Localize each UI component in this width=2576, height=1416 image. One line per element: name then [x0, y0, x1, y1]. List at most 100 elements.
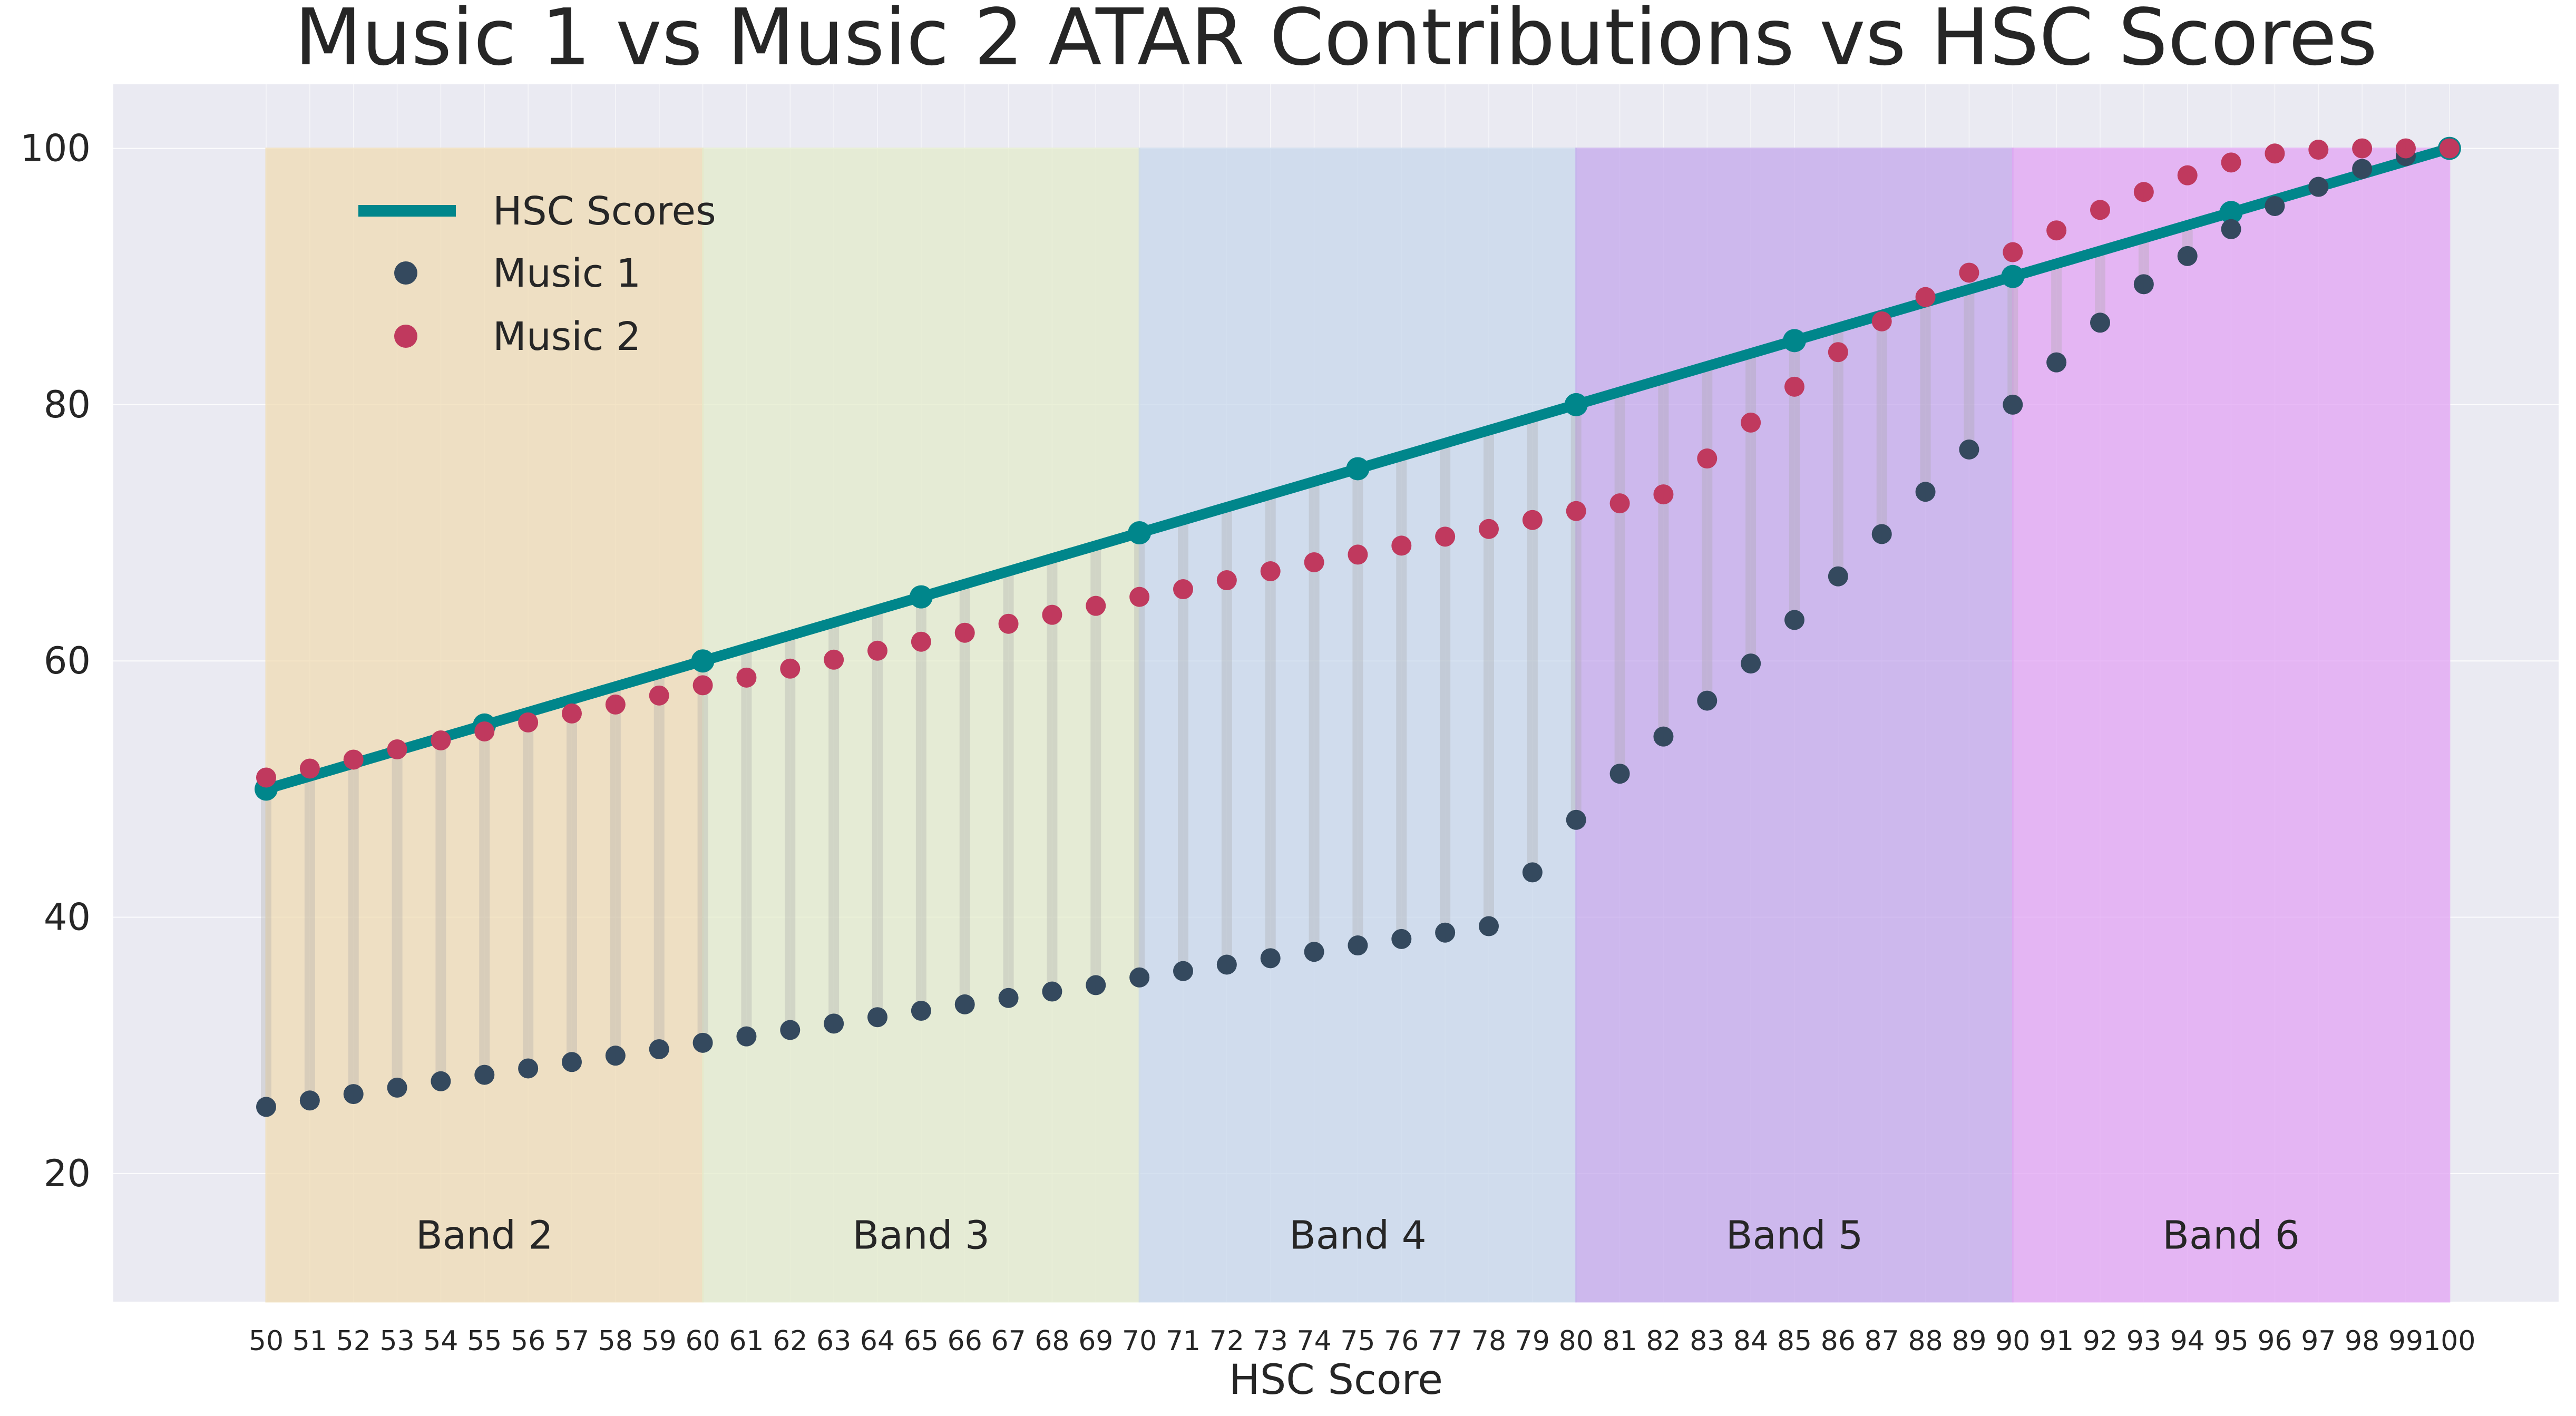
music1-point	[780, 1020, 801, 1040]
legend-entry: Music 2	[493, 314, 641, 359]
music2-point	[1741, 412, 1761, 433]
hsc-point	[1346, 457, 1370, 481]
x-tick-label: 81	[1602, 1325, 1637, 1357]
music1-point	[474, 1065, 495, 1085]
music2-point	[1216, 570, 1237, 591]
music1-point	[2003, 394, 2023, 415]
music2-point	[1609, 493, 1630, 514]
x-tick-label: 88	[1908, 1325, 1943, 1357]
band-label: Band 3	[853, 1213, 990, 1258]
music2-point	[1042, 604, 1062, 625]
music1-point	[1915, 482, 1936, 502]
music2-point	[343, 749, 364, 770]
music1-point	[824, 1013, 844, 1034]
music1-point	[911, 1001, 931, 1021]
band-labels: Band 2 Band 3 Band 4 Band 5 Band 6	[416, 1213, 2300, 1258]
music1-point	[1173, 961, 1193, 981]
x-tick-label: 54	[423, 1325, 458, 1357]
music1-point	[1304, 942, 1324, 962]
music1-point	[1348, 935, 1368, 956]
music2-point	[692, 675, 713, 696]
music2-point	[2265, 143, 2285, 164]
x-tick-label: 57	[554, 1325, 589, 1357]
music1-series	[256, 138, 2460, 1117]
x-tick-label: 92	[2083, 1325, 2118, 1357]
y-tick-label: 20	[44, 1152, 91, 1195]
x-tick-label: 94	[2170, 1325, 2205, 1357]
x-tick-label: 84	[1733, 1325, 1768, 1357]
legend-entry: HSC Scores	[493, 189, 716, 234]
music2-point	[867, 640, 887, 661]
music2-point	[1173, 579, 1193, 600]
x-tick-label: 95	[2213, 1325, 2248, 1357]
x-tick-label: 96	[2257, 1325, 2292, 1357]
x-tick-label: 70	[1122, 1325, 1157, 1357]
x-tick-label: 87	[1865, 1325, 1899, 1357]
music1-point	[343, 1084, 364, 1105]
hsc-point	[2001, 265, 2025, 288]
y-axis-ticks: 20 40 60 80 100	[20, 127, 91, 1195]
music1-point	[1828, 566, 1848, 587]
music1-point	[1216, 954, 1237, 975]
music1-point	[518, 1058, 539, 1079]
music2-point	[1129, 587, 1150, 607]
music2-point	[1915, 287, 1936, 307]
music2-point	[954, 622, 975, 643]
x-tick-label: 64	[860, 1325, 895, 1357]
x-tick-label: 66	[948, 1325, 982, 1357]
x-tick-label: 77	[1428, 1325, 1462, 1357]
x-tick-label: 90	[1995, 1325, 2030, 1357]
x-tick-label: 74	[1296, 1325, 1331, 1357]
band-region	[702, 148, 1140, 1303]
music2-point	[1784, 376, 1804, 397]
y-tick-label: 40	[44, 896, 91, 939]
music1-point	[605, 1046, 626, 1066]
music1-point	[2265, 196, 2285, 216]
x-tick-label: 52	[336, 1325, 371, 1357]
music2-point	[1959, 262, 1979, 283]
music2-point	[911, 631, 931, 652]
x-tick-label: 71	[1166, 1325, 1201, 1357]
music1-point	[954, 994, 975, 1014]
music1-point	[2090, 313, 2110, 333]
music2-point	[1479, 519, 1499, 539]
music2-point	[998, 613, 1019, 634]
music1-point	[998, 988, 1019, 1008]
x-tick-label: 97	[2301, 1325, 2336, 1357]
hsc-point	[1128, 521, 1152, 545]
x-tick-label: 51	[292, 1325, 327, 1357]
hsc-point	[691, 649, 715, 673]
music1-point	[1522, 862, 1543, 883]
x-tick-label: 50	[249, 1325, 284, 1357]
music2-point	[1522, 510, 1543, 530]
music1-point	[2221, 219, 2241, 239]
y-tick-label: 80	[44, 383, 91, 426]
music2-point	[1348, 544, 1368, 565]
music2-point	[1828, 342, 1848, 363]
x-axis-label: HSC Score	[1229, 1356, 1443, 1404]
music1-point	[562, 1052, 582, 1072]
music2-point	[1697, 448, 1718, 469]
x-tick-label: 98	[2345, 1325, 2379, 1357]
music1-point	[2308, 177, 2329, 197]
music1-point	[299, 1090, 320, 1111]
music2-point	[2352, 138, 2373, 159]
music1-point	[1479, 916, 1499, 936]
x-tick-label: 89	[1951, 1325, 1986, 1357]
music2-point	[649, 685, 669, 706]
x-tick-label: 93	[2126, 1325, 2161, 1357]
x-tick-label: 85	[1777, 1325, 1812, 1357]
x-tick-label: 82	[1646, 1325, 1681, 1357]
x-tick-label: 55	[467, 1325, 502, 1357]
legend-swatch-music1	[394, 261, 417, 285]
x-tick-label: 72	[1209, 1325, 1244, 1357]
x-tick-label: 56	[511, 1325, 545, 1357]
music2-point	[2439, 138, 2460, 159]
music1-point	[692, 1032, 713, 1053]
x-tick-label: 53	[379, 1325, 414, 1357]
x-tick-label: 61	[729, 1325, 764, 1357]
music2-point	[1391, 535, 1412, 556]
legend: HSC Scores Music 1 Music 2	[358, 189, 716, 359]
x-tick-label: 78	[1471, 1325, 1506, 1357]
